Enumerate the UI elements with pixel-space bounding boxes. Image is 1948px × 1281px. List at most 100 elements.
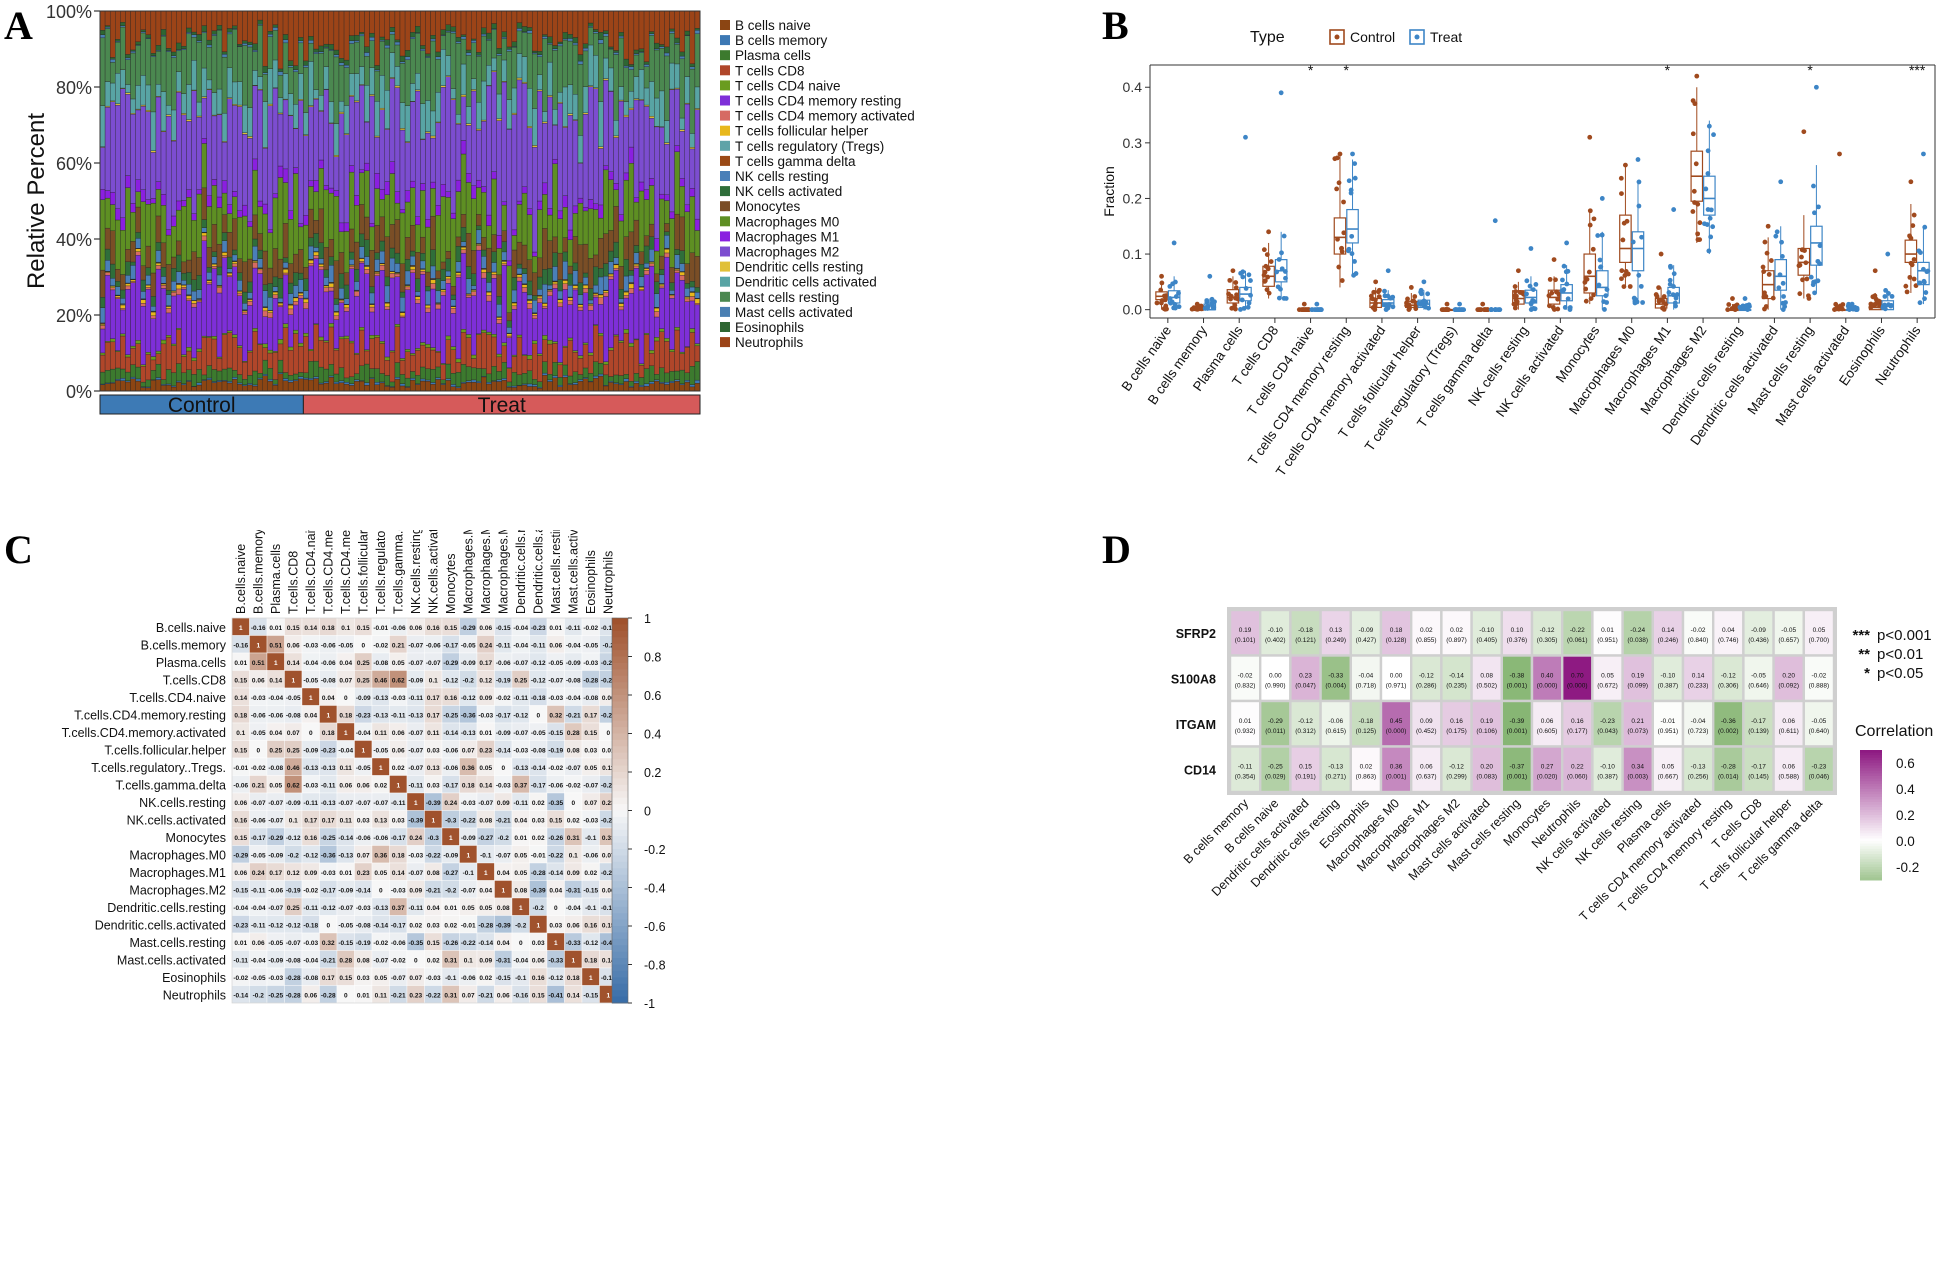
corr-cell-value: 0 [571, 800, 575, 807]
stacked-segment [593, 296, 599, 325]
stacked-segment [140, 265, 146, 281]
stacked-segment [247, 226, 253, 260]
stacked-segment [496, 319, 502, 324]
stacked-segment [537, 289, 543, 296]
data-point [1352, 161, 1358, 167]
corr-cell: 0.04 [301, 705, 320, 724]
stacked-segment [272, 298, 279, 352]
stacked-segment [328, 10, 335, 45]
stacked-segment [206, 283, 213, 337]
corr-cell: 0.16 [424, 617, 443, 636]
stacked-segment [364, 162, 370, 172]
stacked-segment [399, 312, 406, 317]
stacked-segment [318, 258, 324, 264]
stacked-segment [664, 10, 670, 48]
stacked-segment [303, 308, 309, 334]
corr-cell: -0.02 [581, 617, 600, 636]
stacked-segment [181, 113, 187, 116]
stacked-segment [99, 37, 106, 106]
stacked-segment [471, 40, 477, 43]
stacked-segment [476, 52, 482, 56]
corr-cell: -0.2 [494, 827, 513, 846]
corr-cell: -0.03 [581, 652, 600, 671]
corr-cell: 0.25 [354, 670, 373, 689]
data-point [1497, 307, 1503, 313]
stacked-segment [262, 374, 268, 376]
stacked-segment [648, 262, 655, 264]
stacked-segment [145, 289, 152, 353]
stacked-segment [506, 10, 513, 48]
stacked-segment [277, 304, 284, 307]
stacked-segment [333, 373, 340, 383]
stacked-segment [445, 335, 452, 340]
corr-cell: 0.37 [389, 897, 408, 916]
iqr-box [1346, 208, 1359, 244]
corr-cell-value: -0.02 [233, 975, 248, 982]
corr-cell-value: 0.08 [427, 870, 440, 877]
stacked-segment [104, 260, 111, 272]
stacked-segment [308, 42, 314, 62]
stacked-segment [633, 10, 640, 51]
corr-cell: -0.03 [319, 862, 338, 881]
stacked-segment [547, 36, 553, 44]
stacked-segment [308, 208, 314, 238]
stacked-segment [623, 179, 629, 237]
stacked-segment [308, 379, 314, 392]
box-control [1868, 268, 1883, 311]
corr-cell-value: 0.06 [252, 677, 265, 684]
data-point [1620, 237, 1626, 243]
stacked-segment [348, 385, 355, 392]
stacked-segment [282, 39, 289, 44]
stacked-segment [613, 50, 619, 53]
stacked-segment [542, 10, 548, 35]
stacked-segment [460, 214, 467, 228]
stacked-segment [272, 88, 279, 194]
stacked-segment [369, 368, 375, 378]
corr-cell-value: 0.18 [339, 712, 352, 719]
stacked-segment [140, 364, 146, 367]
data-point [1370, 296, 1375, 302]
stacked-segment [648, 365, 655, 382]
stacked-segment [572, 213, 579, 237]
corr-cell-value: 0.37 [392, 905, 405, 912]
corr-cell-value: 0.1 [341, 625, 350, 632]
corr-cell: 0.15 [231, 670, 250, 689]
stacked-segment [232, 379, 238, 392]
stacked-segment [160, 276, 167, 284]
stacked-segment [664, 200, 670, 224]
stacked-segment [242, 10, 248, 41]
data-point [1868, 301, 1874, 307]
stacked-segment [399, 102, 406, 129]
corr-cell: 1 [441, 827, 460, 846]
corr-cell-value: -0.17 [251, 835, 266, 842]
corr-cell: 0.24 [441, 792, 460, 811]
stacked-segment [577, 163, 584, 199]
data-point [1312, 307, 1318, 313]
stacked-segment [343, 307, 350, 312]
corr-cell-value: 0 [554, 905, 558, 912]
data-point [1631, 295, 1637, 301]
stacked-segment [282, 34, 289, 40]
stacked-segment [328, 256, 335, 266]
corr-cell: 0.06 [406, 617, 425, 636]
iqr-box [1917, 261, 1930, 286]
corr-cell-value: -0.04 [566, 905, 581, 912]
stacked-segment [130, 261, 136, 266]
stacked-segment [582, 47, 589, 52]
stacked-segment [323, 381, 329, 384]
stacked-segment [298, 37, 304, 42]
stacked-segment [450, 299, 457, 307]
corr-cell: -0.25 [319, 827, 338, 846]
stacked-segment [613, 206, 619, 243]
stacked-segment [318, 266, 324, 270]
corr-cell-value: -0.06 [443, 765, 458, 772]
stacked-segment [603, 33, 609, 37]
stacked-segment [572, 120, 579, 207]
stacked-segment [603, 296, 609, 362]
stacked-segment [277, 303, 284, 306]
stacked-segment [171, 140, 177, 217]
stacked-segment [628, 146, 635, 164]
corr-cell-value: -0.01 [531, 852, 546, 859]
corr-cell: 1 [476, 862, 495, 881]
col-label: NK.cells.activated [426, 530, 440, 614]
